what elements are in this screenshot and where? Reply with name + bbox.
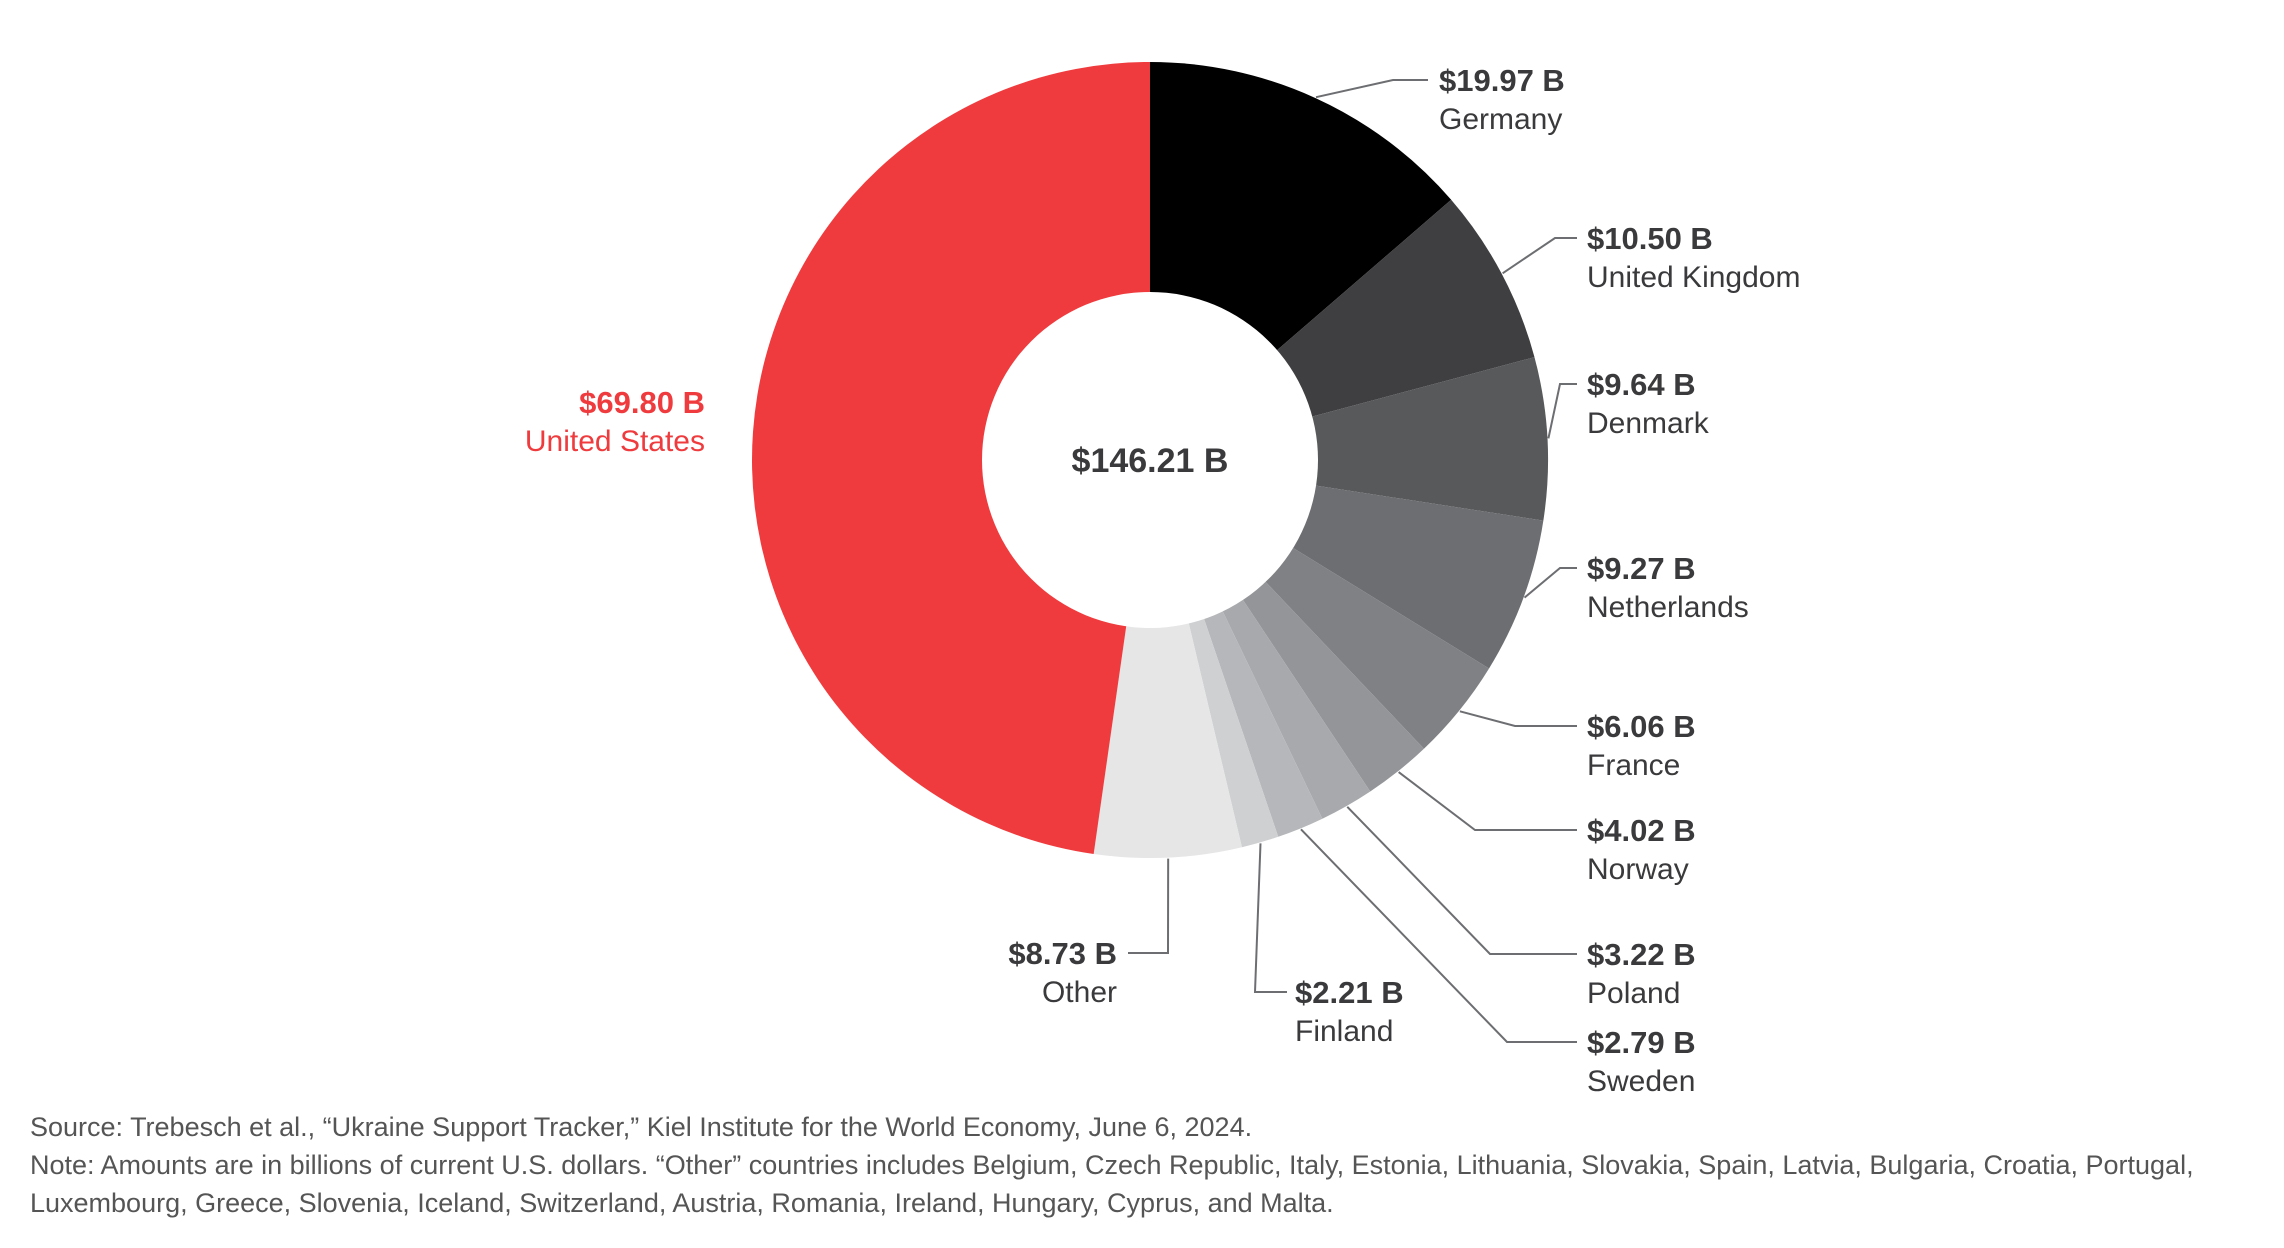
category-label-germany: Germany [1439, 103, 1562, 136]
value-label-united-states: $69.80 B [579, 385, 705, 420]
value-label-france: $6.06 B [1587, 709, 1696, 744]
category-label-norway: Norway [1587, 853, 1689, 886]
category-label-france: France [1587, 749, 1680, 782]
leader-line-poland [1346, 806, 1577, 955]
leader-line-france [1459, 710, 1577, 727]
slice-other [1093, 460, 1242, 858]
category-label-united-kingdom: United Kingdom [1587, 261, 1800, 294]
note-line-1: Note: Amounts are in billions of current… [30, 1150, 2194, 1180]
leader-line-united-kingdom [1502, 237, 1577, 275]
slice-united-states [752, 62, 1150, 854]
chart-notes: Source: Trebesch et al., “Ukraine Suppor… [30, 1108, 2260, 1222]
category-label-finland: Finland [1295, 1015, 1393, 1048]
value-label-denmark: $9.64 B [1587, 367, 1696, 402]
category-label-poland: Poland [1587, 977, 1680, 1010]
leader-line-sweden [1300, 828, 1577, 1043]
center-total-label: $146.21 B [1072, 442, 1229, 480]
leader-line-denmark [1547, 383, 1577, 439]
leader-line-other [1128, 858, 1170, 954]
category-label-netherlands: Netherlands [1587, 591, 1749, 624]
category-label-united-states: United States [525, 425, 705, 458]
category-label-other: Other [1042, 976, 1117, 1009]
category-label-denmark: Denmark [1587, 407, 1710, 440]
source-note: Source: Trebesch et al., “Ukraine Suppor… [30, 1112, 1253, 1142]
leader-line-norway [1398, 771, 1577, 831]
donut-hole [982, 292, 1318, 628]
value-label-united-kingdom: $10.50 B [1587, 221, 1713, 256]
leader-line-netherlands [1523, 567, 1577, 599]
slice-denmark [1150, 357, 1548, 521]
slice-labels-layer: $19.97 B Germany $10.50 B United Kingdom $9.… [525, 63, 1801, 1098]
leader-lines-layer [1128, 79, 1577, 1043]
value-label-other: $8.73 B [1008, 936, 1117, 971]
value-label-poland: $3.22 B [1587, 937, 1696, 972]
leader-line-germany [1315, 79, 1428, 99]
value-label-germany: $19.97 B [1439, 63, 1565, 98]
value-label-netherlands: $9.27 B [1587, 551, 1696, 586]
note-line-2: Luxembourg, Greece, Slovenia, Iceland, S… [30, 1188, 1334, 1218]
category-label-sweden: Sweden [1587, 1065, 1695, 1098]
value-label-sweden: $2.79 B [1587, 1025, 1696, 1060]
value-label-finland: $2.21 B [1295, 975, 1404, 1010]
leader-line-finland [1253, 843, 1287, 993]
value-label-norway: $4.02 B [1587, 813, 1696, 848]
